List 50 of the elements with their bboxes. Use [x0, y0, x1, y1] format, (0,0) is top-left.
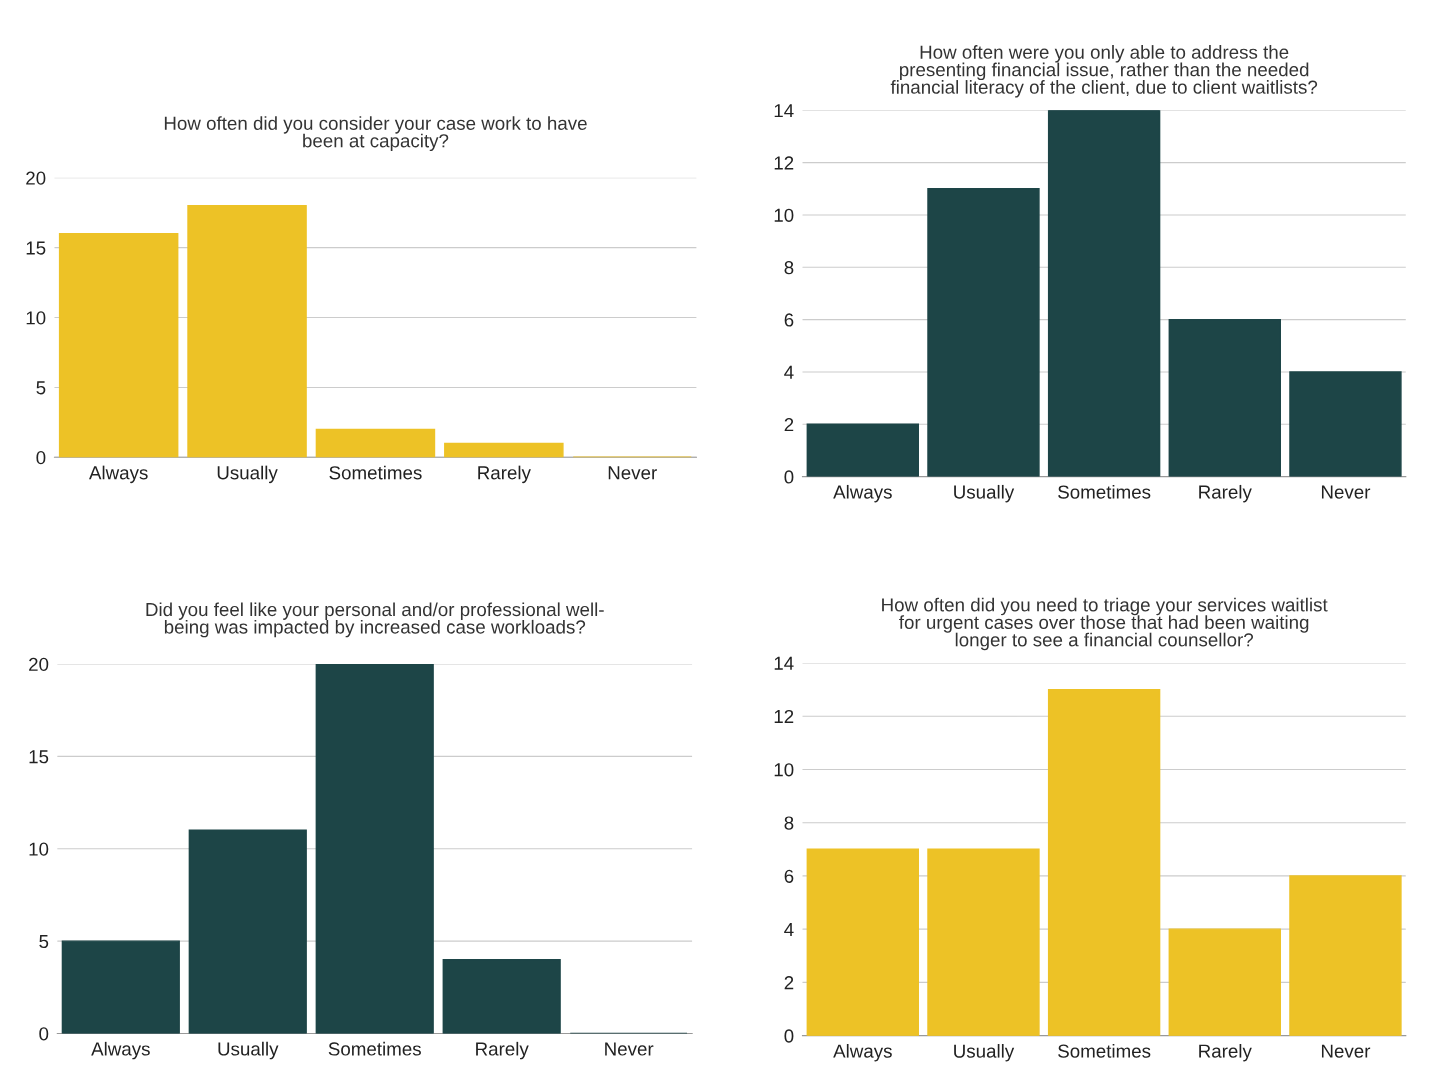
chart-title: How often did you need to triage your services waitlist for urgent cases over those that had been waiting longer to see a financial counsellor? [882, 597, 1328, 651]
y-tick-label: 14 [774, 104, 794, 118]
y-tick-label: 10 [774, 208, 794, 222]
chart-title: Did you feel like your personal and/or professional well- being was impacted by increased case workloads? [146, 602, 604, 638]
y-tick-label: 14 [774, 656, 794, 670]
y-tick-label: 20 [26, 171, 46, 185]
x-tick-label: Sometimes [328, 1041, 421, 1056]
y-tick-label: 4 [784, 365, 794, 379]
x-tick-label: Rarely [478, 465, 531, 484]
chart-title: How often did you consider your case work to have been at capacity? [164, 116, 587, 152]
y-tick-label: 12 [774, 709, 794, 723]
y-tick-label: 20 [29, 657, 49, 671]
chart-title: How often were you only able to address the presenting financial issue, rather than the needed financial literacy of the client, due to client waitlists? [890, 45, 1318, 98]
y-tick-label: 4 [784, 923, 794, 936]
x-tick-label: Sometimes [1058, 484, 1151, 499]
x-tick-label: Always [91, 1041, 150, 1060]
y-tick-label: 6 [784, 869, 794, 883]
x-tick-label: Usually [217, 465, 278, 484]
x-tick-label: Usually [954, 484, 1015, 503]
y-tick-label: 0 [784, 470, 794, 484]
x-tick-label: Rarely [476, 1041, 529, 1060]
x-tick-label: Usually [218, 1041, 279, 1060]
y-tick-label: 0 [36, 451, 46, 465]
x-tick-label: Always [89, 465, 148, 484]
y-tick-label: 12 [774, 156, 794, 170]
y-tick-label: 5 [39, 935, 49, 949]
x-tick-label: Never [1321, 1044, 1371, 1058]
x-tick-label: Never [605, 1042, 654, 1056]
x-tick-label: Always [833, 484, 892, 503]
y-tick-label: 2 [784, 976, 794, 990]
x-tick-label: Sometimes [1058, 1043, 1151, 1058]
y-tick-label: 10 [774, 763, 794, 777]
y-tick-label: 10 [26, 311, 46, 325]
y-tick-label: 8 [784, 260, 794, 275]
y-tick-label: 6 [784, 313, 794, 327]
x-tick-label: Always [833, 1043, 892, 1062]
y-tick-label: 15 [26, 241, 46, 255]
x-tick-label: Sometimes [329, 465, 422, 480]
y-tick-label: 5 [36, 381, 46, 395]
x-tick-label: Rarely [1199, 484, 1252, 503]
y-tick-label: 0 [784, 1029, 794, 1043]
y-tick-label: 0 [39, 1027, 49, 1041]
y-tick-label: 10 [29, 842, 49, 856]
y-tick-label: 2 [784, 417, 794, 432]
y-tick-label: 15 [29, 750, 49, 764]
y-tick-label: 8 [784, 816, 794, 830]
x-tick-label: Rarely [1199, 1043, 1252, 1062]
x-tick-label: Never [1321, 485, 1371, 499]
x-tick-label: Never [608, 466, 657, 480]
x-tick-label: Usually [954, 1043, 1015, 1062]
